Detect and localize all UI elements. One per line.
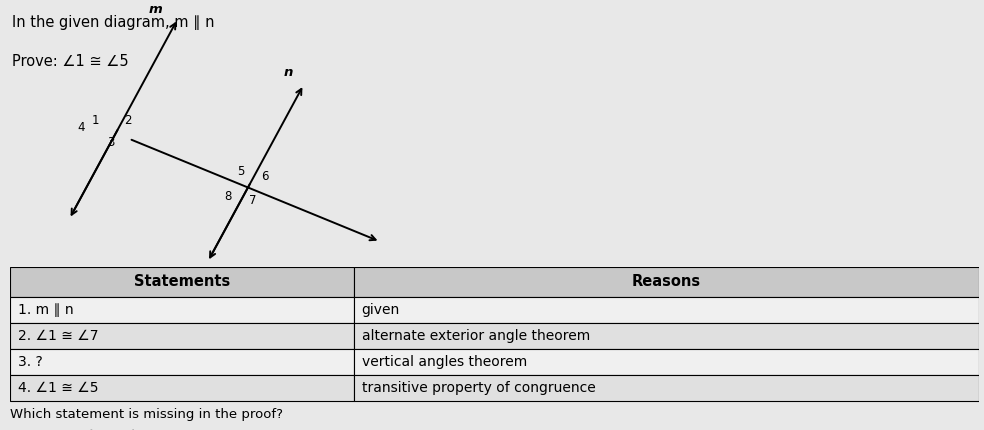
Bar — [354, 323, 979, 349]
Bar — [10, 267, 354, 297]
Text: 3. ?: 3. ? — [18, 355, 42, 369]
Text: 3: 3 — [107, 136, 114, 149]
Bar — [354, 267, 979, 297]
Text: 1: 1 — [92, 114, 99, 127]
Text: 2. ∠1 ≅ ∠7: 2. ∠1 ≅ ∠7 — [18, 329, 98, 343]
Bar — [10, 349, 354, 375]
Bar — [10, 323, 354, 349]
Bar — [10, 375, 354, 402]
Text: 2: 2 — [124, 114, 132, 127]
Bar — [354, 349, 979, 375]
Bar — [354, 375, 979, 402]
Text: alternate exterior angle theorem: alternate exterior angle theorem — [362, 329, 590, 343]
Text: given: given — [362, 303, 400, 317]
Text: vertical angles theorem: vertical angles theorem — [362, 355, 526, 369]
Text: 1. m ∥ n: 1. m ∥ n — [18, 303, 73, 317]
Text: 7: 7 — [249, 194, 257, 207]
Text: A.: A. — [52, 429, 66, 430]
Text: ∠1 ≅ ∠6: ∠1 ≅ ∠6 — [83, 429, 146, 430]
Text: 5: 5 — [237, 165, 244, 178]
Text: m: m — [149, 3, 162, 16]
Bar — [10, 297, 354, 323]
Bar — [354, 297, 979, 323]
Text: Which statement is missing in the proof?: Which statement is missing in the proof? — [10, 408, 282, 421]
Text: 6: 6 — [262, 170, 269, 183]
Text: n: n — [283, 65, 292, 79]
Text: Reasons: Reasons — [632, 274, 701, 289]
Text: 4. ∠1 ≅ ∠5: 4. ∠1 ≅ ∠5 — [18, 381, 98, 395]
Text: Prove: ∠1 ≅ ∠5: Prove: ∠1 ≅ ∠5 — [12, 54, 129, 69]
Text: transitive property of congruence: transitive property of congruence — [362, 381, 595, 395]
Text: 8: 8 — [224, 190, 232, 203]
Text: In the given diagram, m ∥ n: In the given diagram, m ∥ n — [12, 15, 215, 30]
Text: Statements: Statements — [134, 274, 230, 289]
Text: 4: 4 — [78, 122, 85, 135]
